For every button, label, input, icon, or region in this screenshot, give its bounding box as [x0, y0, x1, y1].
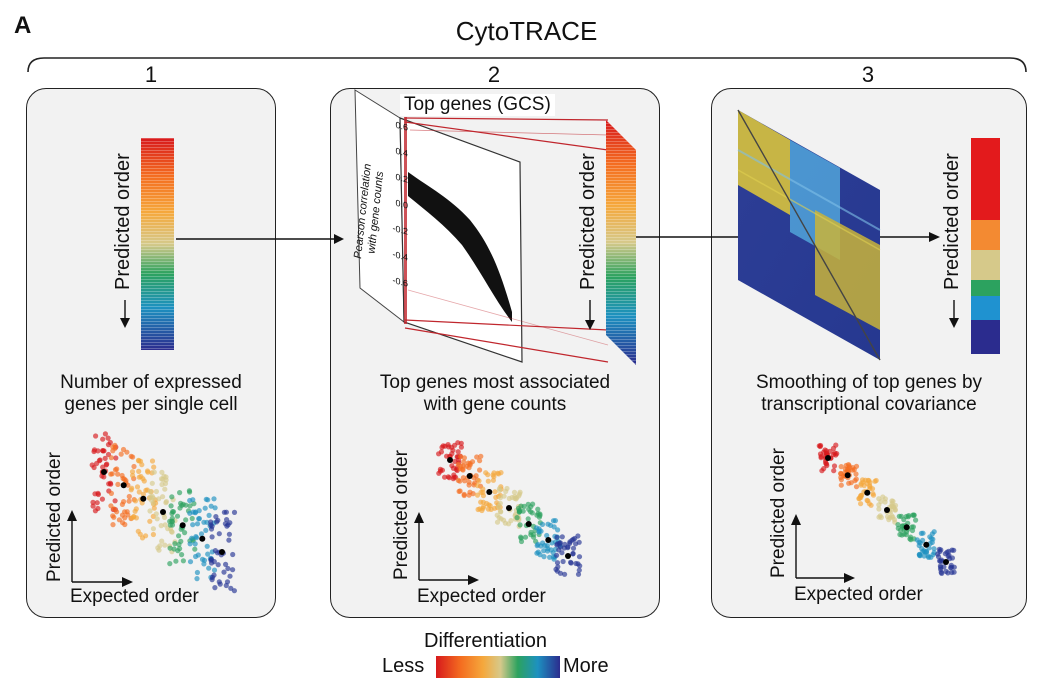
scatter-plot-2	[436, 440, 583, 577]
caption-step-1: Number of expressed genes per single cell	[60, 372, 242, 415]
figure-title: CytoTRACE	[455, 16, 598, 46]
strip-label-3: Predicted order	[941, 153, 963, 290]
inset-title: Top genes (GCS)	[400, 94, 555, 116]
connector-arrow-1	[176, 234, 344, 244]
scatter-xlabel-3: Expected order	[794, 584, 923, 605]
scatter-axes-1	[67, 510, 133, 587]
scatter-ylabel-3: Predicted order	[768, 448, 789, 578]
strip-2	[606, 120, 636, 365]
scatter-axes-3	[791, 514, 855, 583]
scatter-xlabel-2: Expected order	[417, 586, 546, 607]
strip-arrow-1	[120, 300, 130, 328]
scatter-plot-3	[816, 442, 957, 577]
legend-more: More	[563, 655, 609, 677]
inset-correlation-plot	[354, 89, 609, 363]
strip-arrow-2	[585, 300, 595, 330]
scatter-xlabel-1: Expected order	[70, 586, 199, 607]
strip-3	[971, 138, 1000, 354]
legend-title: Differentiation	[424, 630, 548, 652]
step-number-3: 3	[861, 62, 875, 87]
covariance-heatmap	[737, 109, 881, 361]
strip-label-1: Predicted order	[112, 153, 134, 290]
caption-step-2: Top genes most associated with gene count…	[379, 372, 611, 415]
caption-step-3: Smoothing of top genes by transcriptional…	[755, 372, 983, 415]
panel-letter: A	[14, 12, 32, 39]
top-bracket	[27, 57, 1027, 73]
legend-less: Less	[382, 655, 425, 677]
strip-1	[141, 138, 174, 350]
scatter-ylabel-1: Predicted order	[44, 452, 65, 582]
scatter-axes-2	[414, 512, 479, 585]
strip-arrow-3	[949, 300, 959, 328]
scatter-plot-1	[89, 431, 238, 594]
step-number-1: 1	[144, 62, 158, 87]
legend-colorbar	[436, 656, 560, 678]
step-number-2: 2	[487, 62, 501, 87]
scatter-ylabel-2: Predicted order	[391, 450, 412, 580]
strip-label-2: Predicted order	[577, 153, 599, 290]
